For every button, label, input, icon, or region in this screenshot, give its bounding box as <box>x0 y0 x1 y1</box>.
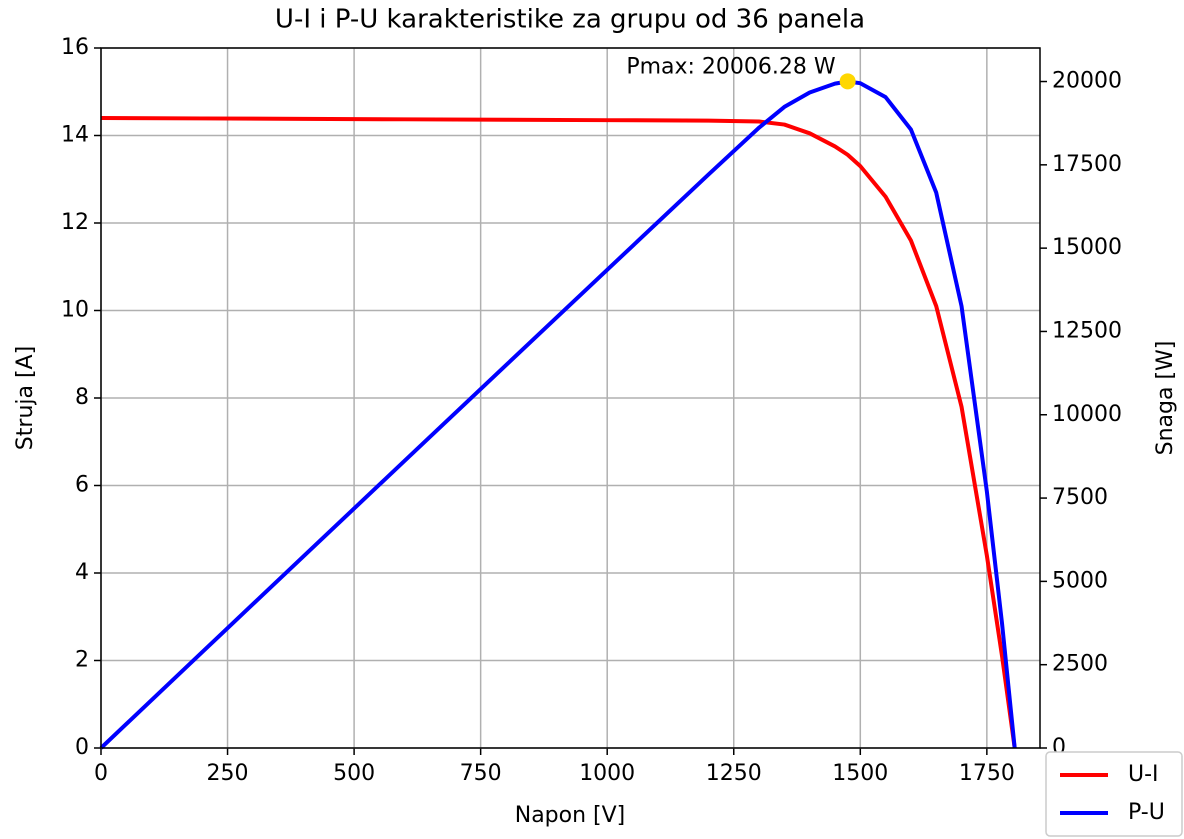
y2-tick-label: 12500 <box>1052 318 1122 343</box>
y2-tick-label: 20000 <box>1052 69 1122 94</box>
y-axis-label: Struja [A] <box>13 346 38 450</box>
line-series <box>99 79 1017 750</box>
x-tick-label: 1000 <box>579 761 635 786</box>
x-tick-label: 0 <box>94 761 108 786</box>
y-tick-label: 12 <box>61 210 89 235</box>
legend-label: P-U <box>1128 800 1165 825</box>
x-tick-label: 1250 <box>706 761 762 786</box>
y-tick-label: 14 <box>61 123 89 148</box>
y-tick-label: 8 <box>75 385 89 410</box>
y2-axis-label: Snaga [W] <box>1153 341 1178 456</box>
x-axis-label: Napon [V] <box>515 803 626 828</box>
y-tick-label: 10 <box>61 298 89 323</box>
y-tick-label: 6 <box>75 473 89 498</box>
x-tick-label: 1500 <box>832 761 888 786</box>
x-tick-label: 1750 <box>959 761 1015 786</box>
plot-frame <box>100 47 1041 749</box>
y-tick-label: 4 <box>75 560 89 585</box>
y2-tick-label: 17500 <box>1052 152 1122 177</box>
line-series <box>100 116 1017 749</box>
chart-title: U-I i P-U karakteristike za grupu od 36 … <box>275 5 865 35</box>
y-tick-label: 2 <box>75 648 89 673</box>
annotation: Pmax: 20006.28 W <box>626 54 836 79</box>
x-tick-label: 750 <box>460 761 502 786</box>
y2-tick-label: 7500 <box>1052 485 1108 510</box>
y2-tick-label: 10000 <box>1052 402 1122 427</box>
x-tick-label: 500 <box>333 761 375 786</box>
y-tick-label: 16 <box>61 35 89 60</box>
y2-tick-label: 5000 <box>1052 568 1108 593</box>
legend-label: U-I <box>1128 762 1159 787</box>
pmax-point <box>839 73 856 90</box>
y2-tick-label: 15000 <box>1052 235 1122 260</box>
y-tick-label: 0 <box>75 735 89 760</box>
y2-tick-label: 2500 <box>1052 652 1108 677</box>
x-tick-label: 250 <box>207 761 249 786</box>
